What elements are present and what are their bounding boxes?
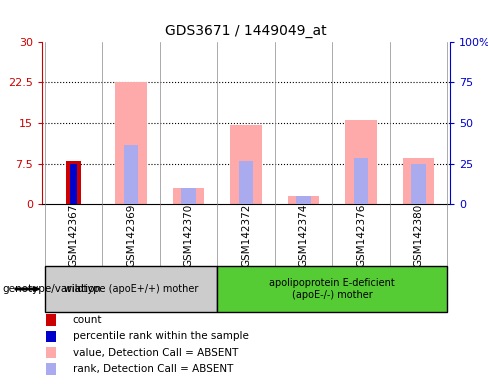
Bar	[45, 266, 217, 312]
Bar	[217, 266, 447, 312]
Bar	[46, 331, 56, 342]
Bar	[124, 145, 138, 204]
Bar	[287, 196, 319, 204]
Title: GDS3671 / 1449049_at: GDS3671 / 1449049_at	[165, 24, 327, 38]
Bar	[46, 363, 56, 375]
Text: percentile rank within the sample: percentile rank within the sample	[73, 331, 248, 341]
Text: count: count	[73, 315, 102, 325]
Text: GSM142367: GSM142367	[69, 204, 79, 267]
Bar	[46, 347, 56, 359]
Bar	[115, 83, 147, 204]
Bar	[296, 196, 310, 204]
Bar	[230, 125, 262, 204]
Text: rank, Detection Call = ABSENT: rank, Detection Call = ABSENT	[73, 364, 233, 374]
Bar	[411, 164, 426, 204]
Bar	[354, 158, 368, 204]
Bar	[173, 188, 204, 204]
Text: value, Detection Call = ABSENT: value, Detection Call = ABSENT	[73, 348, 238, 358]
Text: GSM142376: GSM142376	[356, 204, 366, 267]
Bar	[403, 158, 434, 204]
Text: apolipoprotein E-deficient
(apoE-/-) mother: apolipoprotein E-deficient (apoE-/-) mot…	[269, 278, 395, 300]
Text: GSM142370: GSM142370	[183, 204, 194, 267]
Bar	[70, 164, 77, 204]
Text: wildtype (apoE+/+) mother: wildtype (apoE+/+) mother	[64, 284, 198, 294]
Text: GSM142374: GSM142374	[299, 204, 308, 267]
Text: GSM142372: GSM142372	[241, 204, 251, 267]
Bar	[66, 161, 81, 204]
Bar	[239, 161, 253, 204]
Text: genotype/variation: genotype/variation	[2, 284, 102, 294]
Bar	[182, 188, 196, 204]
Bar	[46, 314, 56, 326]
Text: GSM142369: GSM142369	[126, 204, 136, 267]
Text: GSM142380: GSM142380	[413, 204, 424, 267]
Bar	[345, 120, 377, 204]
